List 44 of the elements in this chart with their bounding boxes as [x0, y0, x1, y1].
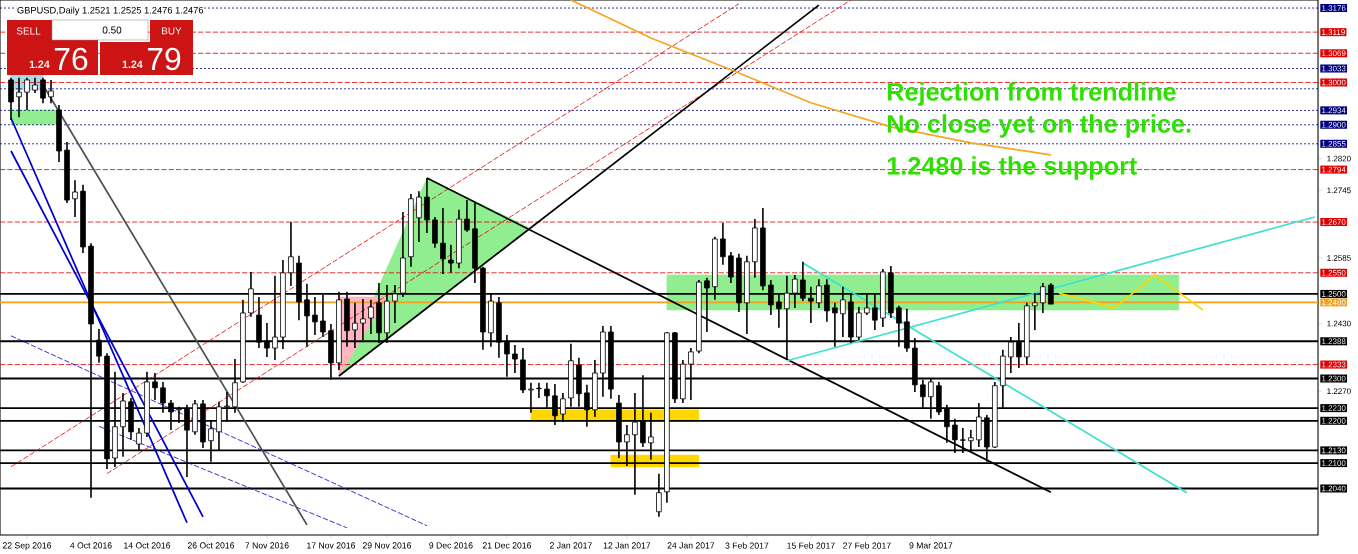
annotation: SELL	[16, 27, 41, 35]
candlestick	[728, 251, 734, 284]
candlestick	[312, 296, 318, 336]
x-tick-label: 2 Jan 2017	[549, 542, 592, 549]
x-tick-label: 17 Nov 2016	[307, 542, 356, 549]
candlestick	[288, 221, 294, 287]
candlestick	[720, 222, 726, 266]
annotation: 76	[54, 47, 88, 71]
candlestick	[536, 381, 542, 399]
candlestick	[40, 77, 46, 104]
annotation: Rejection from trendline	[887, 82, 1176, 106]
x-tick-label: 4 Oct 2016	[70, 542, 112, 549]
candlestick	[8, 77, 14, 121]
x-tick-label: 9 Dec 2016	[429, 542, 473, 549]
candlestick	[48, 79, 54, 104]
x-tick-label: 12 Jan 2017	[603, 542, 651, 549]
x-tick-label: 3 Feb 2017	[725, 542, 769, 549]
candlestick	[16, 77, 22, 118]
candlestick	[440, 207, 446, 275]
annotation: BUY	[162, 27, 182, 35]
annotation: 79	[147, 47, 181, 71]
x-tick-label: 9 Mar 2017	[909, 542, 953, 549]
x-tick-label: 29 Nov 2016	[362, 542, 412, 549]
x-tick-label: 7 Nov 2016	[245, 542, 289, 549]
x-tick-label: 24 Jan 2017	[667, 542, 715, 549]
candlestick	[448, 244, 454, 274]
text: GBPUSD,Daily 1.2521 1.2525 1.2476 1.2476	[17, 6, 204, 16]
candlestick	[24, 77, 30, 111]
x-tick-label: 26 Oct 2016	[187, 542, 235, 549]
x-tick-label: 27 Feb 2017	[843, 542, 891, 549]
x-tick-label: 15 Feb 2017	[787, 542, 835, 549]
annotation: 0.50	[102, 26, 122, 34]
candlestick	[416, 190, 422, 243]
x-tick-label: 14 Oct 2016	[124, 542, 171, 549]
candlestick	[368, 299, 374, 335]
line-series	[1057, 274, 1204, 311]
annotation: 1.24	[29, 60, 50, 68]
annotation: 1.24	[122, 60, 143, 68]
candlestick	[72, 179, 78, 218]
x-tick-label: 22 Sep 2016	[2, 542, 52, 551]
candlestick	[464, 199, 470, 233]
candlestick	[512, 344, 518, 374]
x-tick-label: 21 Dec 2016	[482, 542, 532, 549]
candlestick	[432, 216, 438, 249]
